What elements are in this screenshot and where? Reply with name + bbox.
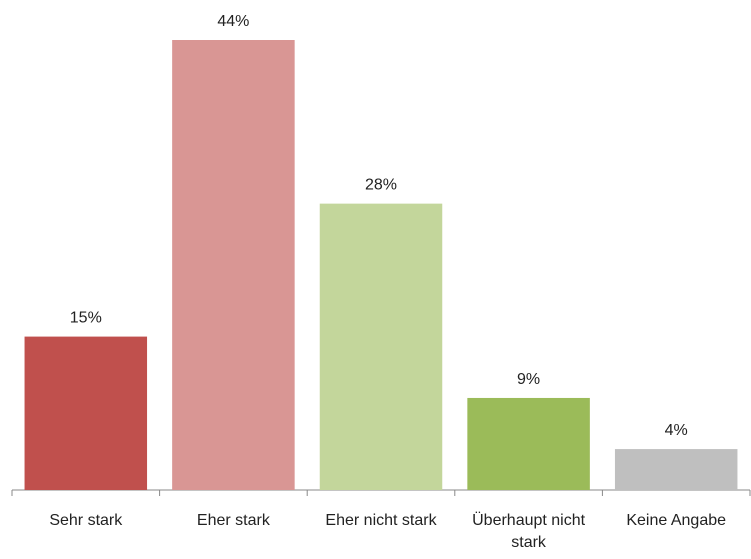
- bar: [172, 40, 295, 490]
- x-tick-label: Sehr stark: [49, 512, 123, 529]
- value-label: 44%: [217, 13, 249, 30]
- value-label: 9%: [517, 371, 540, 388]
- value-label: 28%: [365, 177, 397, 194]
- x-tick-label: Eher stark: [196, 512, 270, 529]
- x-tick-label: Keine Angabe: [626, 512, 727, 529]
- bar: [614, 449, 738, 490]
- x-tick-label: Eher nicht stark: [325, 512, 437, 529]
- value-label: 4%: [665, 422, 688, 439]
- bar: [467, 397, 590, 490]
- bar: [319, 203, 443, 491]
- value-label: 15%: [70, 310, 102, 327]
- x-tick-label: Überhaupt nicht stark: [472, 512, 586, 551]
- bar: [24, 336, 148, 490]
